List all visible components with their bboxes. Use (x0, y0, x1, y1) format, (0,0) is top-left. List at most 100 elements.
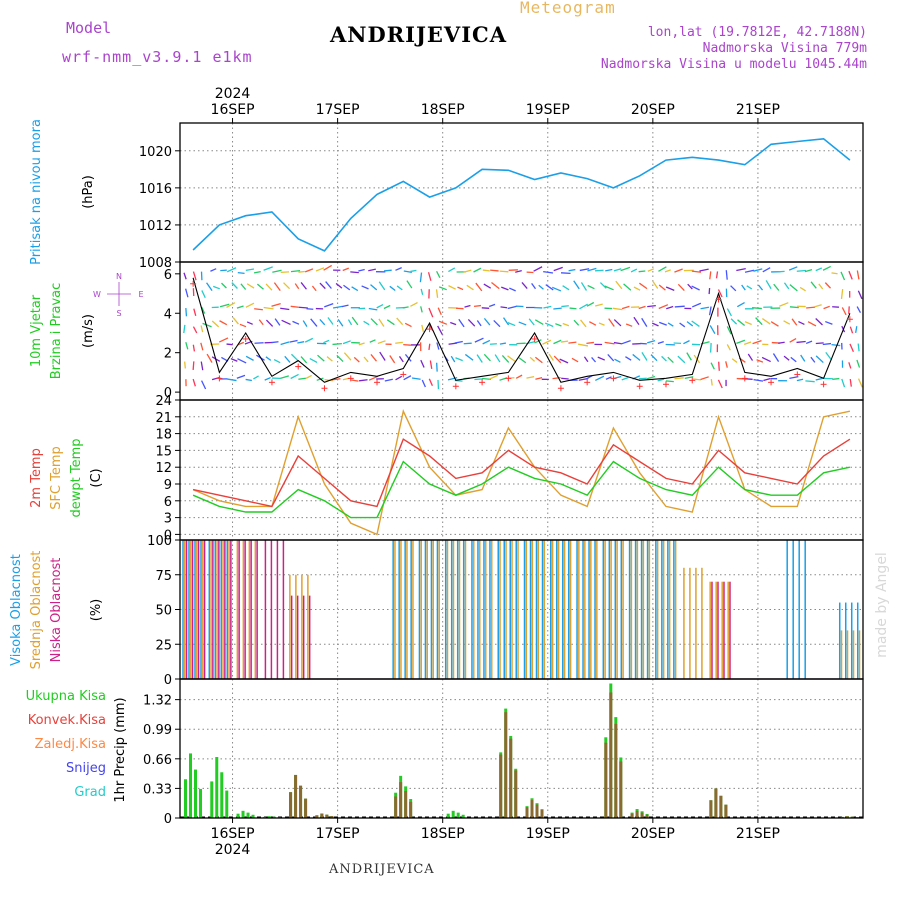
wind-tick-label: 2 (164, 347, 172, 362)
wind-barb (509, 287, 516, 292)
wind-barb (280, 271, 290, 274)
wind-barb (657, 378, 665, 382)
wind-barb (264, 376, 271, 381)
precip-bar-conv (394, 796, 398, 818)
wind-barb (377, 340, 386, 345)
precip-legend-item: Ukupna Kisa (26, 689, 106, 704)
wind-barb (633, 316, 640, 326)
wind-barb (226, 302, 236, 309)
wind-barb (389, 285, 396, 291)
wind-barb (435, 289, 439, 298)
wind-barb (200, 342, 204, 351)
wind-barb (646, 375, 656, 380)
precip-bar-conv (294, 774, 298, 818)
wind-barb (599, 282, 607, 289)
wind-barb (254, 308, 263, 311)
wind-barb (823, 305, 830, 310)
wind-barb (612, 307, 623, 311)
wind-barb (358, 342, 365, 346)
wind-barb (825, 351, 833, 361)
wind-barb (800, 354, 806, 362)
wind-barb (815, 355, 824, 364)
wind-barb (790, 356, 797, 363)
wind-barb (659, 321, 667, 326)
lonlat-label: lon,lat (19.7812E, 42.7188N) (647, 25, 867, 40)
temp-ylabel-tsfc: SFC Temp (49, 446, 64, 510)
wind-barb (310, 318, 318, 327)
wind-barb (183, 272, 187, 280)
bottom-time-label: 19SEP (526, 826, 570, 842)
precip-bar-conv (850, 816, 854, 818)
wind-barb (621, 376, 629, 381)
wind-barb (580, 282, 588, 291)
wind-gust-marker (374, 379, 381, 386)
wind-barb (534, 356, 543, 364)
wind-tick-label: 0 (164, 386, 172, 401)
pressure-ylabel: Pritisak na nivou mora (29, 119, 44, 265)
wind-barb (744, 321, 752, 326)
wind-barb (406, 280, 413, 289)
wind-barb (753, 378, 764, 382)
wind-barb (562, 322, 570, 327)
wind-barb (661, 355, 667, 362)
wind-barb (300, 356, 308, 364)
wind-barb (755, 317, 763, 326)
wind-barb (849, 378, 852, 387)
wind-barb (665, 286, 675, 291)
wind-barb (796, 269, 807, 272)
wind-barb (840, 271, 846, 281)
wind-barb (185, 288, 189, 298)
wind-barb (531, 283, 537, 290)
wind-barb (710, 362, 715, 370)
wind-barb (341, 304, 349, 308)
wind-barb (428, 343, 431, 351)
wind-barb (587, 267, 597, 272)
wind-barb (436, 342, 440, 350)
wind-barb (515, 374, 523, 379)
wind-barb (543, 270, 554, 274)
wind-barb (231, 282, 238, 289)
wind-barb (691, 320, 700, 327)
wind-barb (246, 283, 255, 289)
wind-barb (752, 307, 762, 310)
wind-barb (298, 306, 308, 309)
wind-barb (586, 301, 595, 307)
wind-barb (686, 321, 694, 327)
wind-barb (691, 302, 702, 308)
wind-barb (762, 318, 771, 325)
cloud-ylabel-mid: Srednja Oblacnost (29, 551, 44, 670)
wind-barb (305, 374, 312, 379)
data-layer (180, 137, 863, 818)
temp-tick-label: 24 (155, 394, 172, 409)
wind-barb (552, 376, 561, 380)
wind-barb (302, 320, 308, 327)
wind-barb (779, 302, 789, 307)
wind-barb (476, 354, 483, 363)
credit-watermark: made by Angel (874, 552, 890, 658)
wind-barb (370, 318, 378, 326)
wind-barb (798, 320, 805, 326)
wind-barb (761, 356, 771, 363)
wind-barb (265, 319, 274, 327)
precip-bar-conv (409, 801, 413, 818)
wind-barb (730, 285, 737, 292)
wind-barb (528, 318, 535, 326)
wind-barb (538, 284, 544, 290)
temp-tick-label: 6 (164, 495, 172, 510)
wind-barb (726, 344, 731, 351)
wind-barb (614, 358, 621, 363)
model-name: wrf-nmm_v3.9.1 e1km (62, 48, 253, 66)
wind-gust-marker (531, 335, 538, 342)
wind-barb (428, 307, 434, 318)
wind-barb (561, 305, 569, 308)
wind-barb (604, 285, 614, 291)
wind-barb (184, 361, 186, 369)
precip-bar-conv (640, 812, 644, 818)
wind-barb (490, 269, 499, 272)
wind-barb (192, 361, 195, 370)
wind-barb (378, 281, 386, 291)
wind-barb (587, 284, 595, 290)
wind-barb (263, 266, 273, 271)
wind-barb (331, 378, 341, 381)
precip-bar-total (456, 812, 460, 818)
